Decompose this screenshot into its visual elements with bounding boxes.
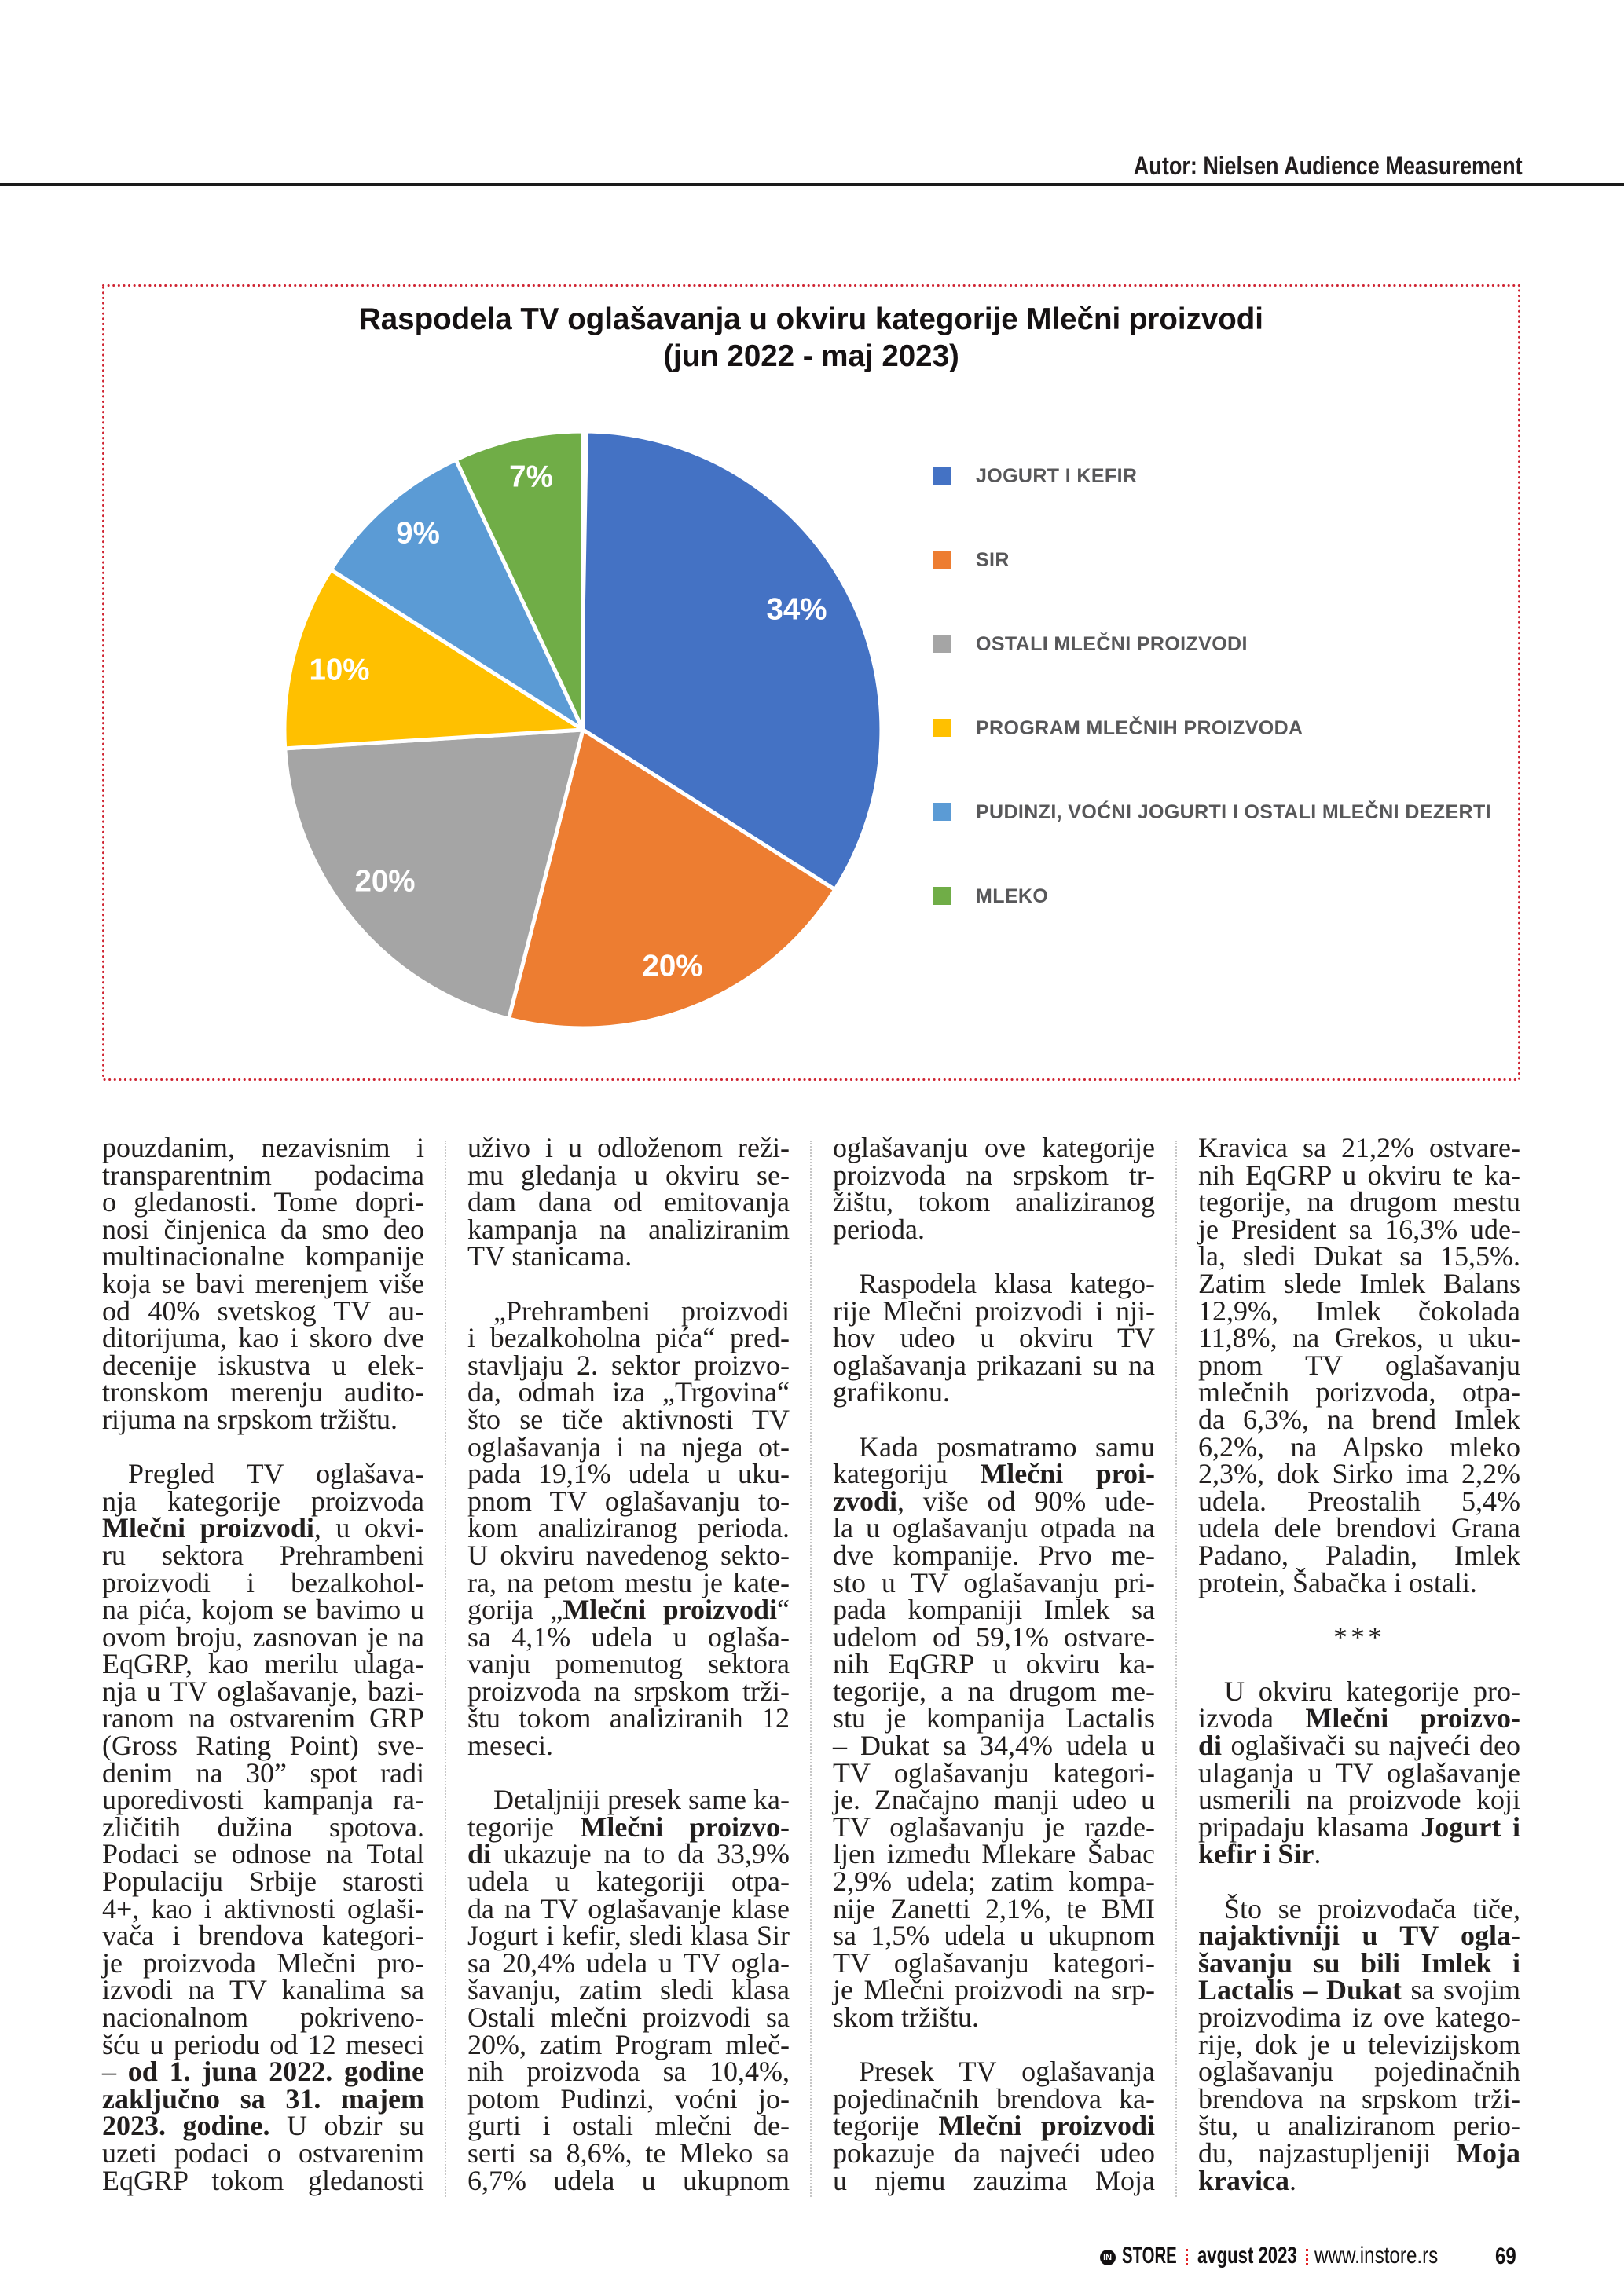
svg-text:20%: 20% xyxy=(354,865,415,899)
svg-text:7%: 7% xyxy=(509,460,553,494)
svg-text:20%: 20% xyxy=(642,950,702,983)
svg-text:10%: 10% xyxy=(309,654,369,687)
svg-text:9%: 9% xyxy=(396,517,440,551)
svg-text:34%: 34% xyxy=(766,593,827,627)
